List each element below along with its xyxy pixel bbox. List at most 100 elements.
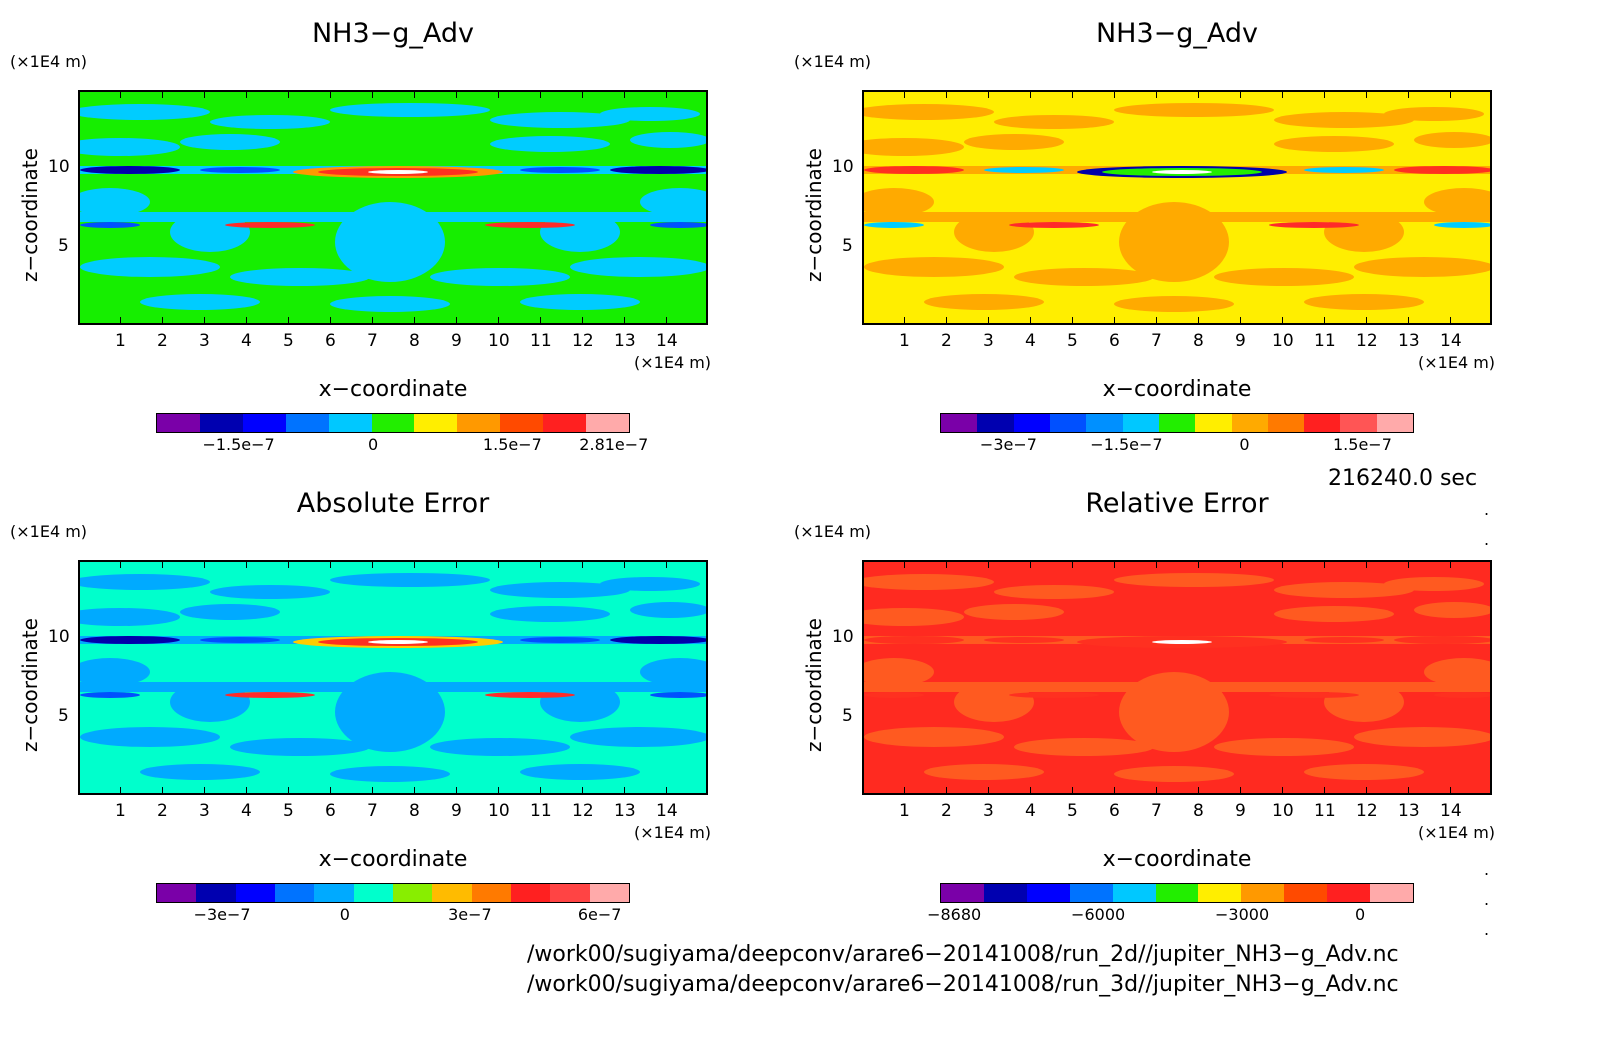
contour-extreme [1394,166,1490,174]
x-tick-mark [1240,90,1241,98]
x-tick-mark [1030,787,1031,795]
y-axis-label: z−coordinate [802,148,826,282]
colorbar-segment [199,414,243,432]
x-tick-mark [1114,317,1115,325]
x-tick-label: 1 [115,801,126,821]
x-tick-mark [1282,90,1283,98]
x-tick-mark [204,317,205,325]
x-tick-label: 14 [656,801,678,821]
colorbar-segment [471,884,511,902]
contour-region [600,107,700,121]
contour-region [1014,268,1154,286]
x-tick-mark [624,560,625,568]
contour-region [964,604,1064,620]
x-tick-label: 9 [1235,331,1246,351]
x-tick-mark [330,317,331,325]
colorbar-segment [157,884,197,902]
contour-region [924,764,1044,780]
x-tick-mark [456,560,457,568]
panel-title: NH3−g_Adv [311,18,475,49]
x-tick-label: 6 [1109,801,1120,821]
x-tick-label: 11 [1314,331,1336,351]
contour-region [864,188,934,216]
x-tick-mark [120,560,121,568]
x-axis-label: x−coordinate [1102,847,1252,872]
y-axis-label: z−coordinate [802,618,826,752]
x-tick-mark [904,787,905,795]
colorbar-segment [1086,414,1123,432]
colorbar-tick-label: −1.5e−7 [1090,435,1163,454]
contour-extreme [984,167,1064,173]
contour-extreme [1434,222,1490,228]
contour-region [1014,738,1154,756]
colorbar-segment [392,884,433,902]
contour-region [1414,602,1490,618]
x-tick-label: 11 [1314,801,1336,821]
colorbar-tick-label: −3e−7 [979,435,1037,454]
x-tick-label: 9 [451,801,462,821]
y-unit-label: (×1E4 m) [794,522,872,541]
x-tick-mark [988,560,989,568]
contour-region [140,294,260,310]
x-tick-label: 3 [983,331,994,351]
x-tick-mark [1030,317,1031,325]
colorbar-segment [589,884,629,902]
colorbar-segment [1155,884,1199,902]
contour-region [430,268,570,286]
contour-extreme [864,636,964,644]
contour-svg [80,562,706,793]
contour-region [570,727,706,747]
x-tick-mark [988,90,989,98]
y-tick-label: 5 [58,705,69,726]
colorbar-segment [1376,414,1414,432]
x-unit-label: (×1E4 m) [634,823,712,842]
x-tick-label: 5 [1067,331,1078,351]
dot-mark: . [1484,890,1490,909]
contour-svg [864,562,1490,793]
contour-extreme [1304,167,1384,173]
colorbar-segment [1026,884,1070,902]
colorbar-segment [1158,414,1196,432]
x-tick-mark [540,317,541,325]
contour-extreme [984,637,1064,643]
x-tick-mark [904,560,905,568]
contour-extreme [200,167,280,173]
x-tick-label: 5 [283,801,294,821]
x-tick-label: 10 [1272,331,1294,351]
x-tick-mark [288,560,289,568]
x-tick-label: 9 [1235,801,1246,821]
x-tick-mark [330,787,331,795]
contour-region [80,188,150,216]
colorbar-tick-label: 6e−7 [577,905,622,924]
x-tick-label: 13 [1398,331,1420,351]
dot-mark: . [1484,860,1490,879]
contour-region [864,574,994,590]
contour-region [210,115,330,129]
x-tick-mark [1450,90,1451,98]
x-tick-label: 13 [614,801,636,821]
x-tick-mark [372,787,373,795]
contour-region [924,294,1044,310]
x-tick-mark [1324,787,1325,795]
x-tick-label: 11 [530,801,552,821]
x-tick-mark [988,317,989,325]
x-tick-mark [1156,787,1157,795]
x-tick-mark [1366,317,1367,325]
x-tick-mark [162,90,163,98]
contour-region [330,103,490,117]
x-tick-mark [456,317,457,325]
contour-region [1304,294,1424,310]
contour-region [330,766,450,782]
x-tick-label: 7 [1151,801,1162,821]
contour-region [180,604,280,620]
colorbar [156,883,630,903]
colorbar-segment [510,884,551,902]
colorbar [156,413,630,433]
x-tick-label: 8 [1193,331,1204,351]
contour-band [80,212,706,222]
contour-region [1274,112,1414,128]
contour-extreme [225,222,315,228]
x-tick-mark [1156,317,1157,325]
x-tick-mark [204,787,205,795]
x-tick-mark [330,90,331,98]
